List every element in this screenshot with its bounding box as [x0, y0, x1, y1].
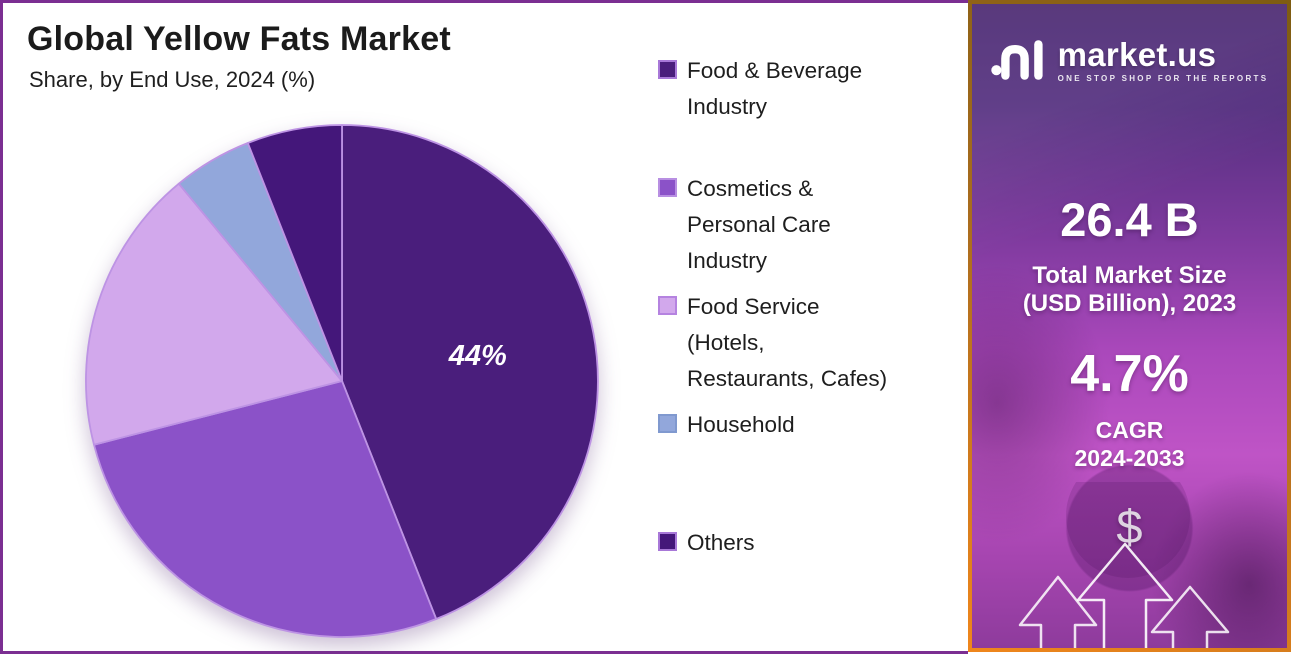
legend-item-food-service: Food Service (Hotels, Restaurants, Cafes… [658, 289, 887, 397]
pie-slice-food-beverage-industry [341, 124, 599, 620]
pie-chart: 44% [85, 124, 599, 638]
legend-item-household: Household [658, 407, 795, 443]
legend-item-cosmetics-personal-care: Cosmetics & Personal Care Industry [658, 171, 831, 279]
dollar-icon: $ [972, 499, 1287, 554]
legend-swatch-food-service-icon [658, 296, 677, 315]
brand-text: market.us ONE STOP SHOP FOR THE REPORTS [1058, 38, 1269, 83]
cagr-label: CAGR 2024-2033 [1074, 417, 1185, 471]
legend-item-label: Others [687, 530, 755, 555]
legend-item-food-beverage: Food & Beverage Industry [658, 53, 862, 125]
growth-arrows-icon [1018, 482, 1230, 648]
market-size-value: 26.4 B [1060, 193, 1199, 246]
brand-sidebar: market.us ONE STOP SHOP FOR THE REPORTS … [968, 0, 1291, 652]
brand-tagline: ONE STOP SHOP FOR THE REPORTS [1057, 73, 1269, 83]
brand-logo-block: market.us ONE STOP SHOP FOR THE REPORTS [972, 37, 1287, 83]
legend-item-label: Household [687, 412, 795, 437]
pie-slice-data-label: 44% [448, 340, 507, 372]
page-subtitle: Share, by End Use, 2024 (%) [29, 67, 316, 92]
pie-slice-cosmetics-personal-care-industry [93, 380, 438, 638]
legend-swatch-others-icon [658, 532, 677, 551]
cagr-value: 4.7% [1070, 345, 1189, 403]
legend-item-others: Others [658, 525, 755, 561]
pie-slice-others [246, 124, 343, 382]
pie-slice-food-service-hotels-restaurants-cafes [85, 182, 343, 446]
brand-name: market.us [1057, 35, 1217, 73]
market-size-label: Total Market Size (USD Billion), 2023 [1022, 262, 1237, 317]
legend-swatch-food-beverage-icon [658, 60, 677, 79]
legend-swatch-cosmetics-icon [658, 178, 677, 197]
chart-panel: Global Yellow Fats Market Share, by End … [0, 0, 968, 654]
page-title: Global Yellow Fats Market [27, 20, 451, 58]
market-us-logo-icon [990, 40, 1043, 80]
legend-item-label: Food Service (Hotels, Restaurants, Cafes… [687, 294, 888, 391]
legend-swatch-household-icon [658, 414, 677, 433]
legend-item-label: Food & Beverage Industry [687, 58, 863, 119]
legend-item-label: Cosmetics & Personal Care Industry [687, 176, 831, 273]
